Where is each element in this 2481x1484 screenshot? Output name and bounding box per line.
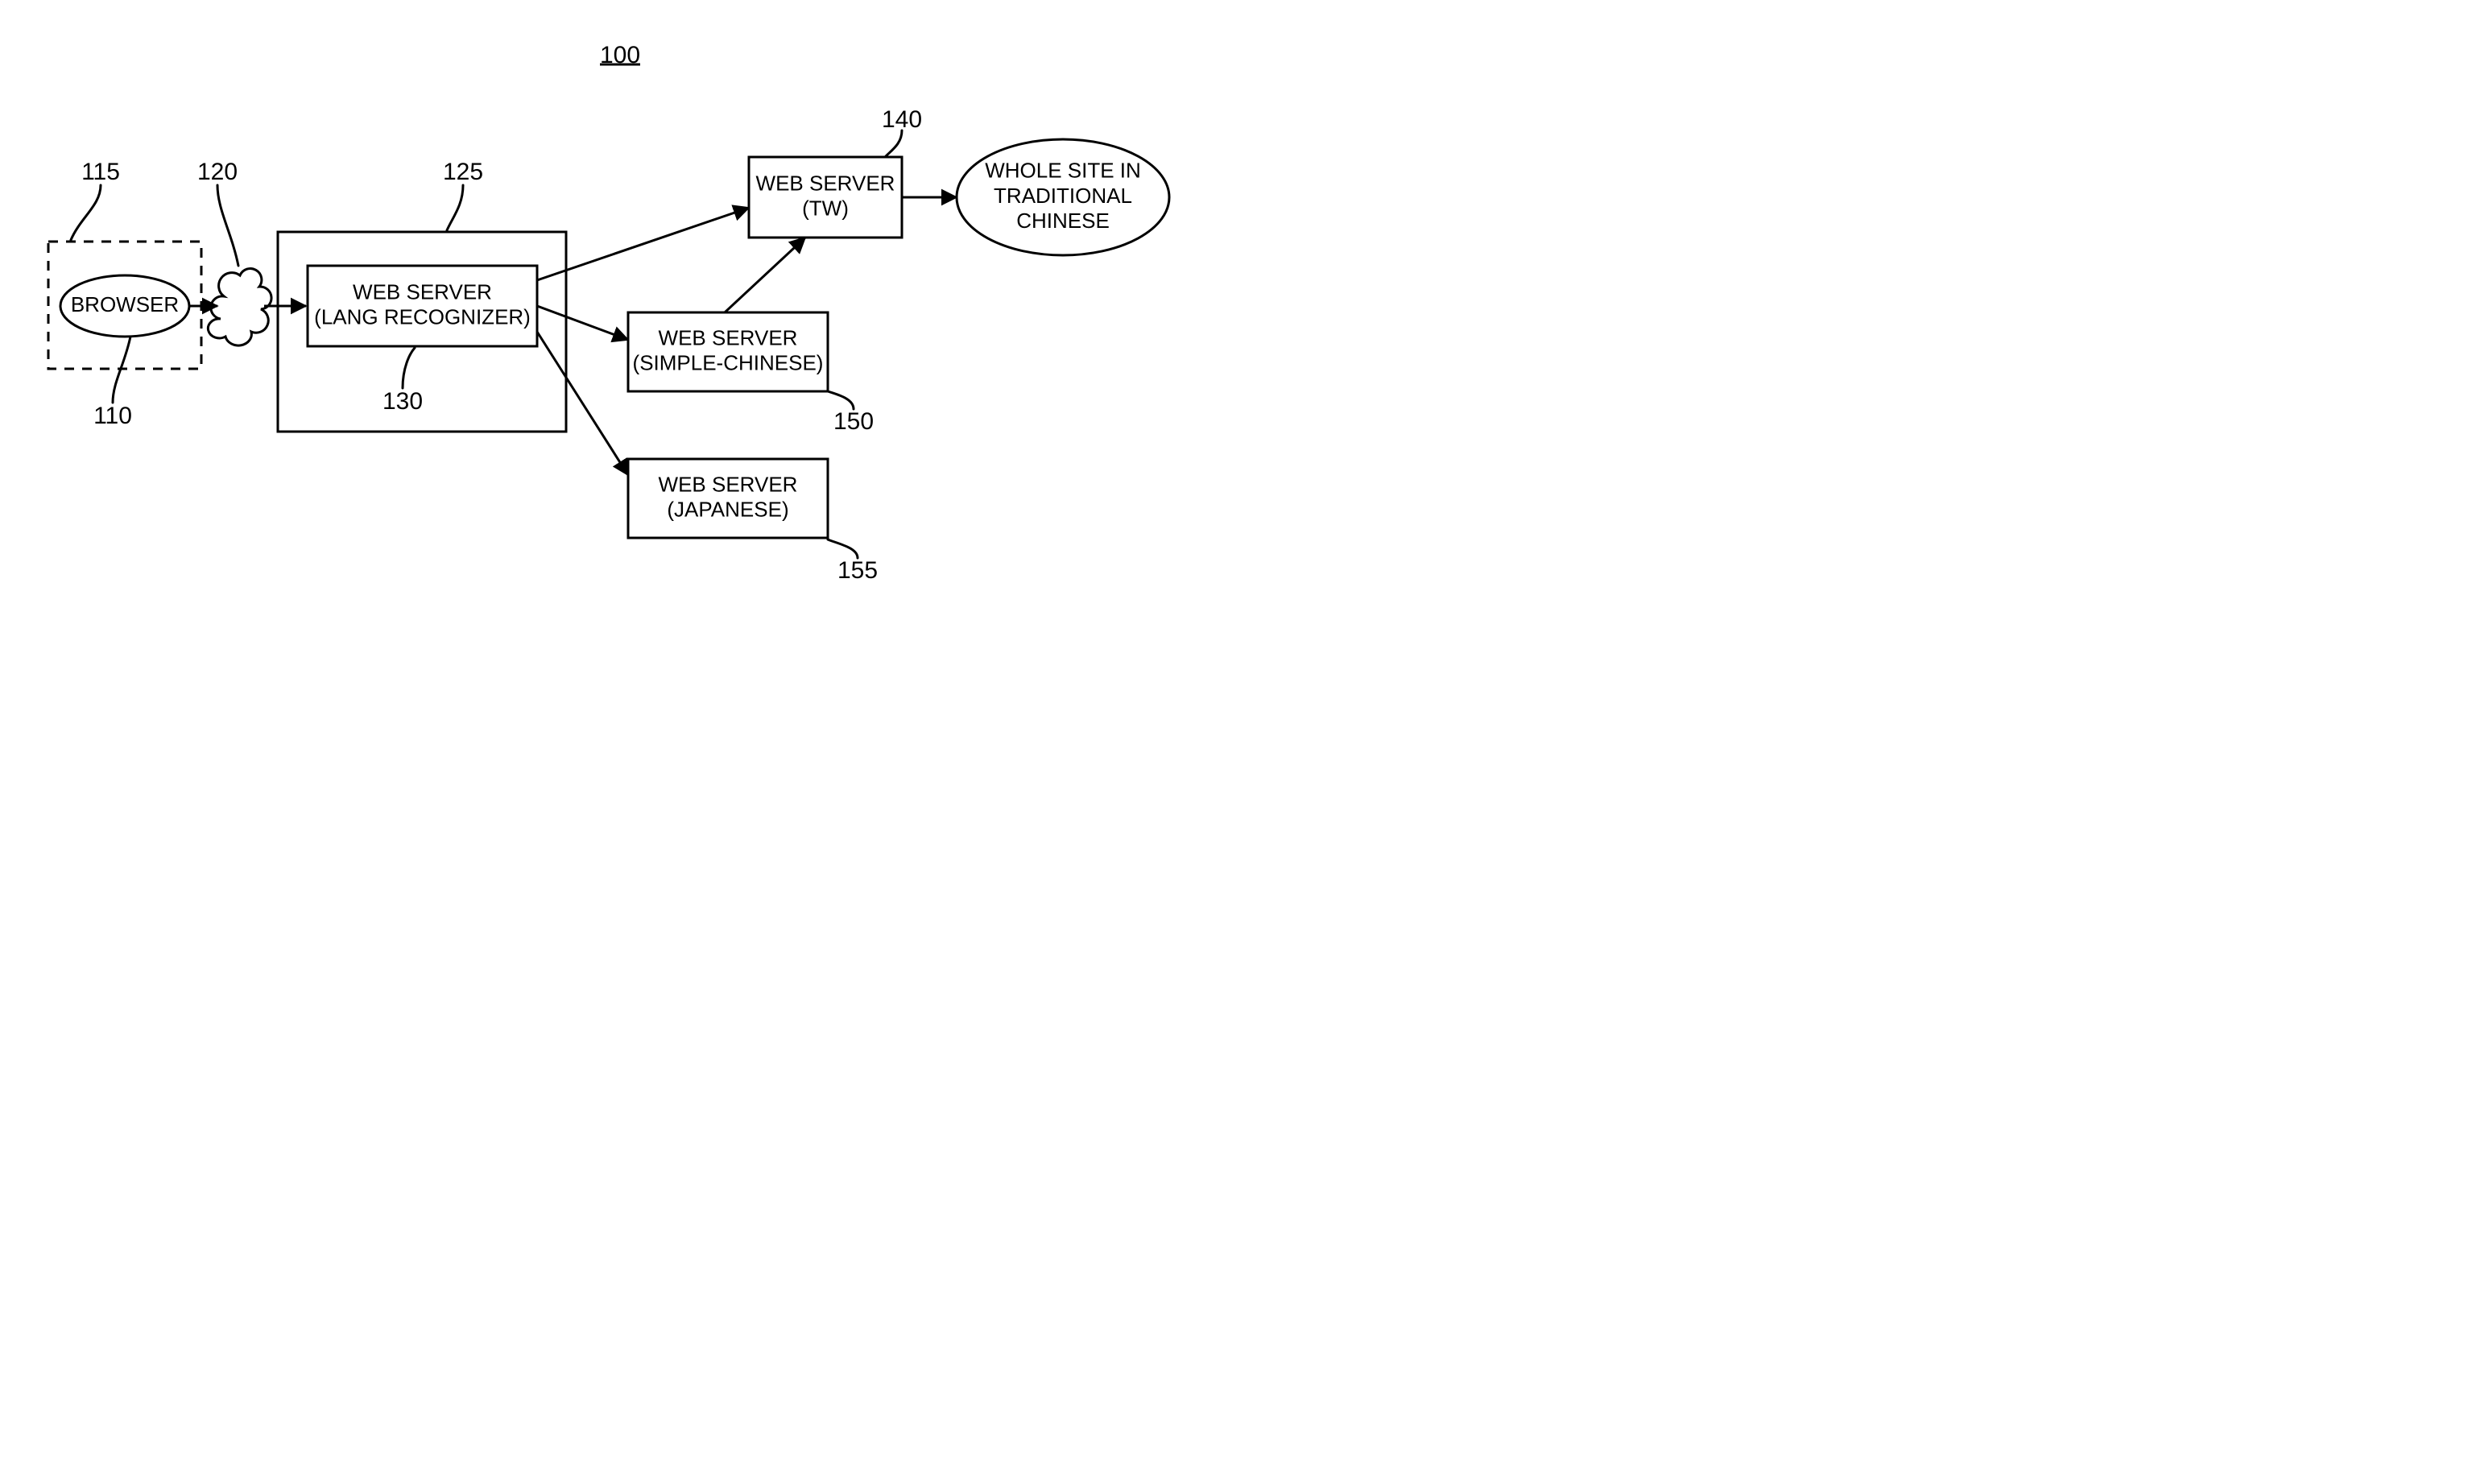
- ref-leader-140: [886, 130, 902, 156]
- edge-server_sc-to-server_tw: [725, 238, 805, 312]
- node-server_jp-label-1: (JAPANESE): [667, 497, 788, 521]
- ref-leader-110: [113, 337, 130, 403]
- node-server_sc-label-0: WEB SERVER: [659, 325, 798, 349]
- ref-label-120: 120: [197, 159, 238, 185]
- ref-label-150: 150: [833, 408, 874, 435]
- ref-label-110: 110: [93, 403, 132, 429]
- ref-leader-155: [828, 539, 858, 558]
- node-server_sc-label-1: (SIMPLE-CHINESE): [633, 350, 824, 374]
- ref-label-155: 155: [837, 557, 878, 584]
- ref-leader-125: [447, 185, 463, 230]
- node-lang_recognizer-label-0: WEB SERVER: [353, 279, 492, 304]
- node-server_tw-label-0: WEB SERVER: [756, 171, 895, 195]
- node-cloud: [208, 269, 271, 346]
- ref-label-115: 115: [81, 159, 120, 185]
- edge-lang_recognizer-to-server_sc: [537, 306, 628, 340]
- edge-lang_recognizer-to-server_tw: [537, 208, 749, 280]
- node-whole_site-label-1: TRADITIONAL: [994, 184, 1132, 208]
- ref-leader-120: [217, 185, 238, 266]
- ref-label-125: 125: [443, 159, 483, 185]
- node-lang_recognizer-label-1: (LANG RECOGNIZER): [314, 304, 531, 329]
- ref-label-140: 140: [882, 106, 922, 133]
- ref-leader-150: [828, 391, 854, 409]
- node-whole_site-label-0: WHOLE SITE IN: [985, 159, 1141, 183]
- node-browser-label-0: BROWSER: [71, 292, 179, 316]
- node-server_jp-label-0: WEB SERVER: [659, 472, 798, 496]
- node-server_tw-label-1: (TW): [802, 196, 849, 220]
- ref-leader-130: [403, 348, 415, 388]
- ref-label-130: 130: [382, 388, 423, 415]
- edge-lang_recognizer-to-server_jp: [537, 332, 628, 475]
- node-whole_site-label-2: CHINESE: [1016, 209, 1110, 233]
- ref-leader-115: [71, 185, 101, 240]
